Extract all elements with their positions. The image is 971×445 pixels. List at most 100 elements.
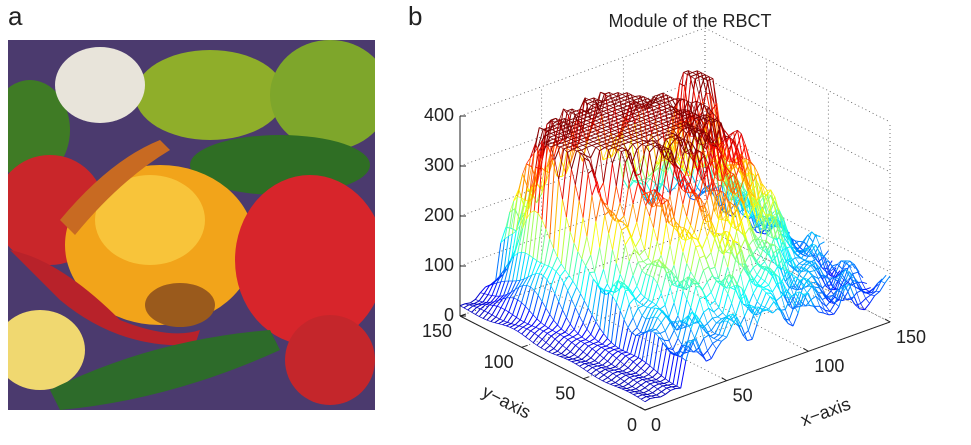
mesh-line: [748, 315, 753, 330]
mesh-line: [673, 338, 678, 349]
mesh-line: [497, 306, 501, 307]
mesh-line: [650, 333, 655, 366]
mesh-line: [547, 145, 551, 147]
mesh-line: [654, 317, 658, 318]
mesh-line: [633, 362, 637, 365]
mesh-line: [543, 276, 547, 280]
mesh-line: [645, 399, 650, 402]
mesh-line: [765, 297, 770, 307]
mesh-line: [546, 229, 550, 239]
mesh-line: [533, 315, 537, 319]
mesh-line: [631, 354, 635, 356]
mesh-line: [660, 129, 665, 131]
mesh-line: [600, 328, 604, 334]
mesh-line: [583, 308, 588, 323]
mesh-line: [696, 286, 700, 298]
mesh-line: [529, 340, 533, 343]
mesh-line: [637, 365, 641, 368]
mesh-line: [610, 383, 615, 385]
mesh-line: [559, 283, 564, 302]
mesh-line: [829, 314, 834, 315]
tick: [640, 407, 645, 410]
mesh-line: [589, 272, 594, 273]
mesh-line: [683, 231, 688, 252]
mesh-line: [624, 183, 629, 216]
mesh-line: [628, 380, 633, 384]
mesh-line: [705, 256, 709, 267]
mesh-line: [807, 286, 812, 293]
mesh-line: [532, 319, 537, 326]
mesh-line: [646, 380, 651, 381]
mesh-line: [648, 393, 653, 395]
mesh-line: [660, 379, 665, 382]
mesh-line: [595, 247, 600, 272]
mesh-line: [618, 387, 623, 388]
mesh-line: [506, 324, 511, 326]
mesh-line: [554, 349, 558, 352]
mesh-line: [752, 323, 757, 339]
mesh-line: [713, 343, 717, 349]
mesh-line: [683, 204, 687, 216]
mesh-line: [691, 76, 695, 79]
mesh-line: [857, 293, 861, 304]
mesh-line: [635, 391, 640, 392]
mesh-line: [629, 183, 633, 203]
mesh-line: [773, 309, 778, 313]
mesh-line: [631, 336, 636, 354]
mesh-line: [547, 280, 551, 286]
mesh-line: [580, 138, 585, 140]
mesh-line: [674, 303, 678, 316]
mesh-line: [727, 326, 732, 337]
mesh-line: [533, 343, 537, 346]
mesh-line: [558, 310, 563, 325]
mesh-line: [596, 368, 601, 370]
mesh-line: [515, 320, 520, 325]
mesh-line: [566, 217, 570, 232]
mesh-line: [668, 384, 673, 385]
mesh-line: [620, 291, 625, 311]
mesh-line: [613, 373, 617, 375]
mesh-line: [703, 267, 708, 271]
mesh-line: [572, 299, 576, 308]
mesh-line: [670, 245, 674, 265]
mesh-line: [656, 392, 661, 395]
mesh-line: [509, 298, 514, 312]
mesh-line: [634, 99, 639, 101]
mesh-line: [636, 293, 641, 299]
mesh-line: [616, 303, 620, 311]
mesh-line: [545, 346, 550, 350]
mesh-line: [607, 98, 612, 100]
mesh-line: [629, 304, 633, 318]
mesh-line: [542, 339, 546, 342]
mesh-line: [603, 150, 608, 183]
mesh-line: [545, 239, 550, 265]
mesh-line: [646, 206, 650, 216]
mesh-line: [587, 367, 592, 371]
mesh-line: [615, 346, 619, 349]
mesh-line: [601, 197, 605, 215]
mesh-line: [656, 376, 661, 380]
mesh-line: [468, 306, 473, 310]
mesh-line: [706, 359, 711, 362]
mesh-line: [761, 306, 765, 307]
mesh-line: [564, 337, 568, 340]
mesh-line: [518, 331, 522, 334]
mesh-line: [658, 389, 662, 392]
mesh-line: [534, 329, 539, 333]
mesh-line: [632, 365, 637, 371]
mesh-line: [612, 376, 617, 380]
mesh-line: [549, 352, 553, 354]
mesh-line: [528, 315, 533, 324]
mesh-line: [642, 379, 646, 381]
mesh-line: [592, 367, 596, 369]
mesh-line: [610, 346, 615, 348]
mesh-line: [757, 275, 761, 279]
mesh-line: [608, 361, 612, 364]
mesh-line: [644, 375, 649, 378]
mesh-line: [514, 329, 518, 331]
mesh-line: [594, 363, 599, 364]
tick: [583, 377, 589, 379]
mesh-line: [614, 133, 619, 135]
mesh-line: [623, 328, 628, 351]
mesh-line: [647, 302, 652, 307]
